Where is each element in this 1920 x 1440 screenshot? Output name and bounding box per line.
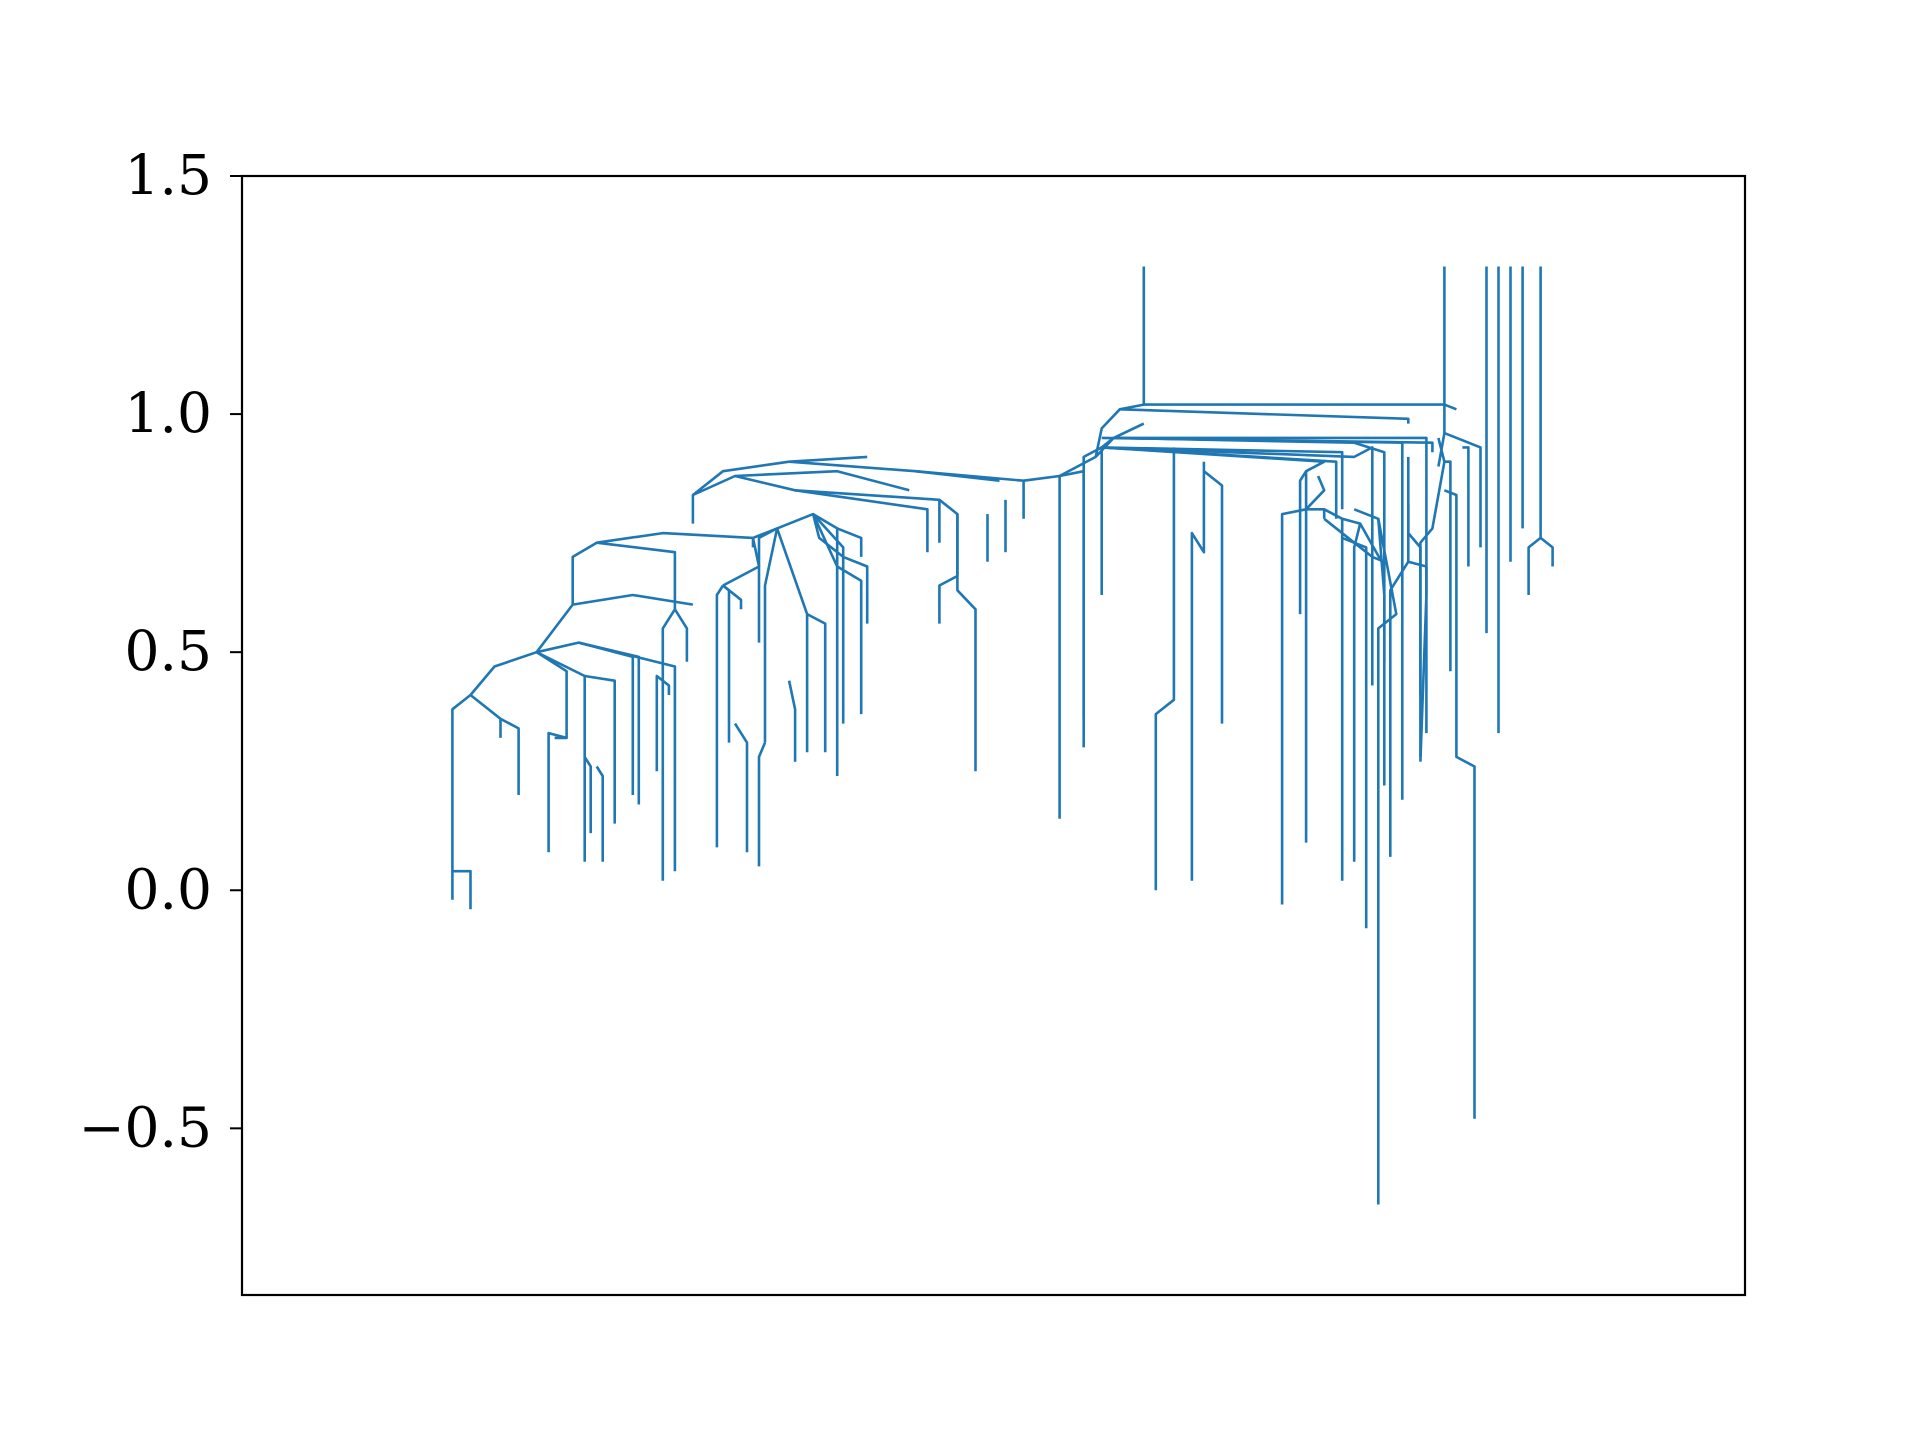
tree-branch-13 (583, 756, 593, 834)
tree-branch-59 (1101, 446, 1344, 510)
tree-branch-22 (757, 527, 778, 643)
tree-branch-80 (1443, 489, 1476, 1119)
tree-branch-63 (1298, 470, 1308, 615)
tree-branch-24 (715, 584, 725, 848)
tree-branch-11 (578, 641, 677, 872)
tree-branch-62 (1101, 436, 1434, 453)
tree-branch-84 (1437, 432, 1446, 467)
tree-branch-75 (1377, 518, 1386, 786)
y-tick-label-0: 1.5 (125, 143, 212, 207)
tree-branch-3 (499, 717, 520, 795)
tree-branch-81 (1407, 504, 1428, 762)
tree-branch-18 (673, 608, 689, 662)
tree-branch-21 (836, 527, 863, 557)
tree-branch-74 (1353, 508, 1398, 1205)
tree-branch-32 (812, 513, 845, 724)
tree-branch-33 (733, 722, 749, 853)
tree-branch-36 (811, 513, 869, 624)
tree-branch-1 (451, 693, 472, 872)
tree-branch-79 (1419, 461, 1446, 757)
tree-branch-57 (1082, 446, 1103, 748)
tree-branch-39 (794, 489, 929, 553)
tree-branch-26 (722, 584, 731, 743)
tree-branch-5 (535, 651, 568, 740)
y-axis-ticks: 1.5 1.0 0.5 0.0 −0.5 (78, 143, 242, 1159)
tree-branch-4 (469, 650, 538, 696)
tree-branch-44 (692, 455, 868, 497)
tree-branch-27 (763, 528, 779, 743)
tree-branch-78 (1462, 446, 1470, 567)
tree-branch-90 (1527, 536, 1542, 595)
axes-frame (240, 174, 1747, 1297)
y-tick-label-4: −0.5 (78, 1095, 212, 1159)
tree-branch-70 (1323, 517, 1385, 563)
tree-branch-23 (722, 537, 761, 587)
tree-branch-73 (1341, 536, 1368, 929)
tree-branch-67 (1190, 461, 1206, 881)
tree-branch-83 (1443, 266, 1482, 548)
y-tick-label-2: 0.5 (125, 619, 212, 683)
tree-branch-17 (661, 608, 676, 881)
tree-branch-68 (1203, 470, 1224, 724)
tree-branch-7 (547, 731, 567, 853)
tree-branch-55 (1101, 446, 1374, 686)
tree-branch-52 (1119, 408, 1410, 424)
tree-branch-89 (1539, 266, 1554, 567)
tree-branch-0 (451, 869, 472, 910)
tree-branch-31 (836, 565, 863, 715)
tree-branch-35 (787, 680, 797, 762)
tree-branch-61 (1113, 436, 1428, 734)
tree-branch-58 (1101, 446, 1326, 843)
tree-branch-34 (757, 742, 767, 867)
tree-branch-82 (1389, 561, 1410, 857)
tree-branch-29 (806, 612, 827, 753)
tree-branch-38 (734, 474, 941, 543)
tree-branch-72 (1352, 523, 1362, 862)
tree-branch-14 (595, 765, 605, 862)
tree-branch-69 (1154, 447, 1176, 891)
y-tick-label-3: 0.0 (125, 857, 212, 921)
tree-branch-8 (584, 674, 617, 824)
tree-branch-50 (1094, 403, 1457, 458)
y-tick-label-1: 1.0 (125, 381, 212, 445)
tree-branch-41 (956, 514, 977, 772)
tree-branch-15 (535, 593, 694, 653)
series-layer (451, 266, 1554, 1205)
